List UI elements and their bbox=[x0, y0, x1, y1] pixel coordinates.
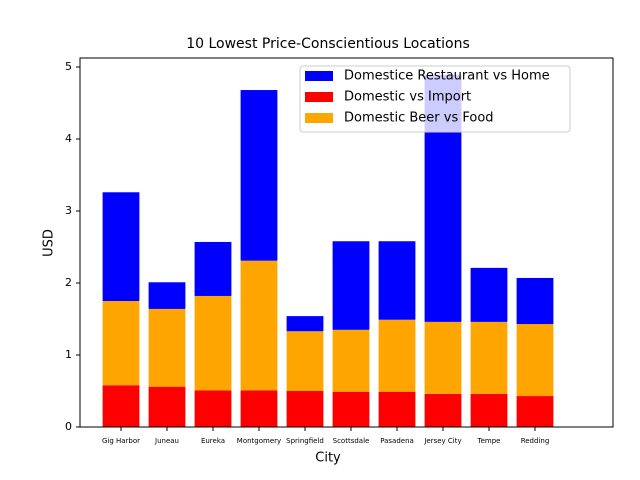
bar-segment bbox=[378, 241, 416, 320]
bar-segment bbox=[516, 396, 554, 427]
bar-segment bbox=[194, 295, 232, 391]
y-tick-label: 4 bbox=[65, 132, 72, 145]
bar-segment bbox=[194, 390, 232, 427]
bar-segment bbox=[148, 282, 186, 309]
y-tick-label: 3 bbox=[65, 204, 72, 217]
x-axis-label: City bbox=[315, 451, 341, 466]
x-tick-label: Redding bbox=[521, 437, 550, 445]
x-tick-label: Pasadena bbox=[380, 437, 414, 445]
bar-segment bbox=[102, 301, 140, 386]
bar-segment bbox=[470, 267, 508, 322]
bar-segment bbox=[516, 277, 554, 325]
x-tick-label: Montgomery bbox=[237, 437, 281, 445]
chart-title: 10 Lowest Price-Conscientious Locations bbox=[186, 36, 470, 52]
legend-swatch bbox=[305, 71, 333, 81]
bar-segment bbox=[148, 308, 186, 387]
legend-label: Domestice Restaurant vs Home bbox=[344, 69, 550, 84]
bar-segment bbox=[148, 386, 186, 427]
legend-box bbox=[299, 65, 571, 133]
bar-segment bbox=[240, 390, 278, 427]
legend-swatch bbox=[305, 92, 333, 102]
bar-segment bbox=[470, 393, 508, 427]
y-tick-label: 0 bbox=[65, 420, 72, 433]
bar-segment bbox=[378, 319, 416, 392]
x-tick-label: Springfield bbox=[286, 437, 324, 445]
legend-label: Domestic Beer vs Food bbox=[344, 111, 494, 126]
legend-swatch bbox=[305, 113, 333, 123]
bar-segment bbox=[240, 260, 278, 391]
x-tick-label: Gig Harbor bbox=[102, 437, 140, 445]
x-tick-label: Juneau bbox=[154, 437, 179, 445]
bar-segment bbox=[194, 241, 232, 296]
axes-frame bbox=[79, 57, 614, 428]
bar-segment bbox=[378, 391, 416, 427]
bar-segment bbox=[286, 331, 324, 391]
bar-segment bbox=[286, 391, 324, 427]
x-tick-label: Eureka bbox=[201, 437, 225, 445]
bar-segment bbox=[332, 241, 370, 330]
y-tick-label: 5 bbox=[65, 60, 72, 73]
x-tick-label: Tempe bbox=[477, 437, 501, 445]
y-axis-label: USD bbox=[42, 229, 57, 257]
bar-segment bbox=[286, 316, 324, 332]
bar-segment bbox=[332, 391, 370, 427]
legend-label: Domestic vs Import bbox=[344, 90, 471, 105]
x-tick-label: Scottsdale bbox=[333, 437, 370, 445]
y-tick-label: 1 bbox=[65, 348, 72, 361]
bar-segment bbox=[102, 192, 140, 301]
bar-segment bbox=[470, 321, 508, 394]
bar-segment bbox=[102, 385, 140, 427]
bar-segment bbox=[424, 393, 462, 427]
bar-segment bbox=[240, 90, 278, 261]
legend: Domestice Restaurant vs Home Domestic vs … bbox=[299, 65, 571, 133]
plot-area: 0 1 2 3 4 5 Gig Harbor Juneau Eureka Montgomery Sp… bbox=[65, 60, 554, 445]
bar-segment bbox=[516, 324, 554, 397]
bar-segment bbox=[332, 329, 370, 392]
x-tick-label: Jersey City bbox=[423, 437, 461, 445]
y-tick-label: 2 bbox=[65, 276, 72, 289]
bar-segment bbox=[424, 321, 462, 394]
